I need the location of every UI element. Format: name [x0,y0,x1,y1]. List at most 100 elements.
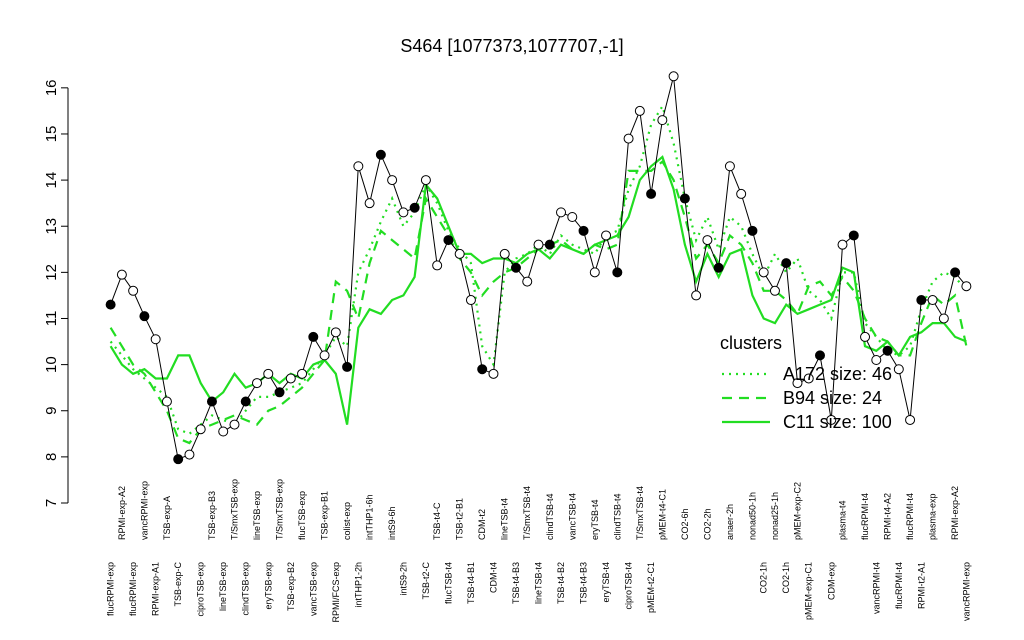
x-tick-label: TSB-t2-C [421,562,431,600]
data-point [758,267,769,278]
data-point [646,188,657,199]
data-point [668,71,679,82]
data-point [905,414,916,425]
data-point [938,313,949,324]
data-point [499,248,510,259]
data-point [860,331,871,342]
data-point [736,188,747,199]
x-tick-label: RPMI-exp-A2 [950,486,960,540]
x-tick-label: TSB-exp-B1 [320,491,330,540]
x-tick-label: CO2-1h [781,562,791,594]
x-tick-label: TSB-t2-B1 [455,498,465,540]
data-point [634,105,645,116]
x-tick-label: CO2-2h [702,508,712,540]
data-point [724,161,735,172]
data-point [578,225,589,236]
data-point [826,414,837,425]
x-tick-label: clindTSB-t4 [612,493,622,540]
data-point [747,225,758,236]
data-point [533,239,544,250]
x-tick-label: pMEM-t4-C1 [657,489,667,540]
chart-title: S464 [1077373,1077707,-1] [400,36,623,56]
y-tick-label: 12 [43,264,60,281]
data-point [893,364,904,375]
data-point [274,387,285,398]
data-point [882,345,893,356]
x-tick-label: lineTSB-t4 [534,562,544,604]
x-tick-label: pMEM-t2-C1 [646,562,656,613]
data-point [297,368,308,379]
x-tick-label: RPMI-t4-A2 [883,493,893,540]
data-point [927,295,938,306]
x-tick-label: plasma-t4 [838,500,848,540]
data-point [105,299,116,310]
x-tick-label: vancRPMI-exp [139,481,149,540]
data-point [556,207,567,218]
data-point [848,230,859,241]
x-tick-label: nonad25-1h [770,492,780,540]
data-point [544,239,555,250]
x-tick-label: TSB-t4-B2 [556,562,566,604]
data-point [950,267,961,278]
x-tick-label: TSB-t4-B1 [466,562,476,604]
data-point [702,235,713,246]
y-tick-label: 8 [43,453,60,461]
x-tick-label: plasma-exp [928,493,938,540]
data-point [319,350,330,361]
x-tick-label: colist-exp [342,502,352,540]
data-point [781,258,792,269]
data-point [139,311,150,322]
x-tick-label: clindTSB-t4 [545,493,555,540]
x-tick-label: TSB-t4-B3 [511,562,521,604]
cluster-line [109,103,968,436]
data-point [522,276,533,287]
data-point [916,295,927,306]
data-point [713,262,724,273]
data-point [342,361,353,372]
data-point [623,133,634,144]
y-tick-label: 7 [43,499,60,507]
x-tick-label: TSB-exp-B2 [286,562,296,611]
data-point [353,161,364,172]
y-tick-label: 9 [43,407,60,415]
data-point [837,239,848,250]
data-point [387,175,398,186]
x-tick-label: T/SmxTSB-exp [229,479,239,540]
x-tick-label: flucRPMI-exp [128,562,138,616]
x-tick-label: eryTSB-t4 [590,499,600,540]
x-tick-label: anaer-2h [725,504,735,540]
x-tick-label: eryTSB-exp [263,562,273,610]
x-tick-label: TSB-t4-C [432,502,442,540]
data-point [330,327,341,338]
x-tick-label: pMEM-exp-C1 [804,562,814,620]
data-point [443,235,454,246]
y-tick-label: 16 [43,79,60,96]
x-tick-label: T/SmxTSB-t4 [635,486,645,540]
x-tick-label: TSB-t4-B3 [579,562,589,604]
data-point [961,281,972,292]
x-tick-label: vancRPMI-t4 [871,562,881,614]
x-tick-label: intS9-6h [387,506,397,540]
legend-label: B94 size: 24 [783,388,882,408]
data-point [510,262,521,273]
data-point [150,334,161,345]
x-tick-label: clindTSB-exp [241,562,251,616]
x-tick-label: flucRPMI-t4 [905,493,915,540]
data-point [240,396,251,407]
x-tick-label: eryTSB-t4 [601,562,611,603]
x-tick-label: vancTSB-t4 [567,493,577,540]
y-tick-label: 13 [43,218,60,235]
data-point [218,426,229,437]
data-point [206,396,217,407]
x-tick-label: T/SmxTSB-t4 [522,486,532,540]
x-tick-label: intS9-2h [398,562,408,596]
x-tick-label: RPMI-exp-A2 [117,486,127,540]
data-point [116,269,127,280]
data-point [409,202,420,213]
data-point [128,285,139,296]
x-tick-label: RPMI/FCS-exp [331,562,341,623]
data-point [184,449,195,460]
legend-label: A172 size: 46 [783,364,892,384]
legend-label: C11 size: 100 [783,412,892,432]
y-tick-label: 15 [43,126,60,143]
